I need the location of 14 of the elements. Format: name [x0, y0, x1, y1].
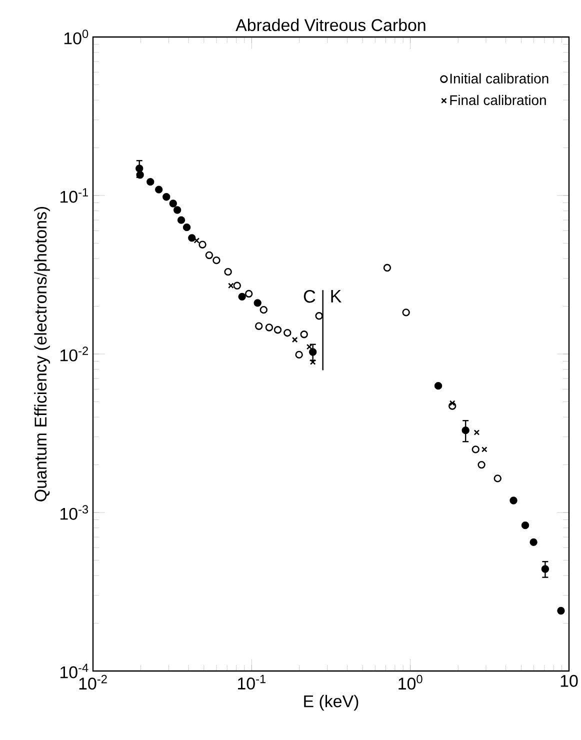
x-axis-title: E (keV) — [304, 694, 358, 711]
x-tick-label: 10$^{0}$ — [398, 674, 422, 690]
legend-label: Initial calibration — [450, 73, 548, 84]
y-tick-label: 10$^{-2}$ — [60, 346, 88, 362]
y-tick-label: 10$^{-3}$ — [60, 505, 88, 520]
legend-label: Final calibration — [450, 94, 546, 106]
x-tick-label: 10$^{-1}$ — [238, 674, 266, 690]
y-tick-label: 10$^{-1}$ — [60, 188, 88, 203]
y-tick-label: 10$^{0}$ — [64, 30, 88, 44]
annotation: C — [304, 290, 316, 303]
y-axis-title: Quantum Efficiency (electrons/photons) — [34, 206, 50, 502]
x-tick-label: 10 — [560, 674, 578, 687]
chart-title: Abraded Vitreous Carbon — [236, 18, 426, 32]
annotation: K — [331, 290, 342, 302]
